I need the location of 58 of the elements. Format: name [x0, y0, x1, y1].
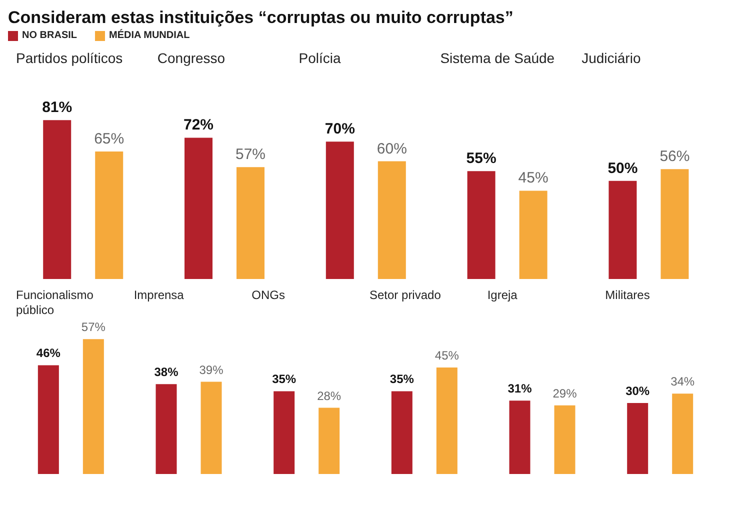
bar — [318, 408, 340, 474]
data-label: 46% — [36, 346, 61, 360]
data-label: 29% — [552, 386, 578, 400]
data-label: 60% — [376, 140, 407, 158]
data-label: 28% — [317, 388, 342, 403]
data-label: 38% — [154, 365, 179, 380]
bar — [467, 171, 496, 279]
data-label: 70% — [324, 120, 355, 138]
x-tick-label: Sistema de Saúde — [440, 50, 555, 66]
x-tick-label: Militares — [605, 288, 650, 302]
bar — [236, 167, 265, 279]
data-label: 72% — [183, 116, 214, 134]
data-label: 39% — [199, 362, 224, 377]
bar — [608, 180, 637, 279]
data-label: 57% — [235, 146, 266, 164]
legend-label: MÉDIA MUNDIAL — [108, 30, 190, 41]
data-label: 35% — [272, 372, 296, 386]
bar — [200, 382, 222, 474]
bar — [326, 142, 354, 279]
x-tick-label: Judiciário — [582, 50, 641, 66]
x-tick-label: Setor privado — [370, 288, 442, 302]
data-label: 55% — [466, 150, 496, 168]
bar — [391, 391, 412, 474]
x-tick-label: Partidos políticos — [16, 50, 123, 66]
data-label: 81% — [42, 99, 72, 116]
bar — [378, 161, 406, 279]
x-tick-label: Igreja — [487, 288, 518, 302]
bar — [509, 400, 530, 474]
bar — [184, 138, 213, 279]
bar — [660, 169, 689, 279]
x-tick-label: Funcionalismo público — [16, 288, 94, 317]
bar — [554, 405, 576, 474]
data-label: 34% — [670, 374, 695, 389]
x-tick-label: Polícia — [298, 50, 342, 66]
bar — [672, 394, 694, 474]
bar — [43, 120, 72, 279]
data-label: 30% — [626, 384, 650, 398]
data-label: 56% — [660, 148, 690, 166]
bar — [95, 151, 124, 279]
bar — [519, 190, 548, 279]
bar — [627, 403, 648, 474]
bar — [38, 365, 59, 474]
x-tick-label: Congresso — [157, 50, 226, 66]
data-label: 31% — [508, 382, 532, 396]
data-label: 65% — [94, 130, 124, 148]
bar — [274, 391, 295, 474]
legend-label: NO BRASIL — [21, 30, 77, 41]
bar — [436, 368, 458, 474]
data-label: 50% — [608, 160, 638, 177]
x-tick-label: Imprensa — [134, 288, 184, 302]
bar — [82, 339, 104, 474]
chart-title: Consideram estas instituições “corruptas ou muito corruptas” — [8, 8, 514, 28]
x-tick-label: ONGs — [252, 288, 286, 302]
data-label: 35% — [390, 372, 414, 386]
bar — [156, 384, 177, 474]
data-label: 45% — [434, 348, 460, 363]
data-label: 45% — [518, 170, 548, 187]
data-label: 57% — [81, 320, 106, 334]
